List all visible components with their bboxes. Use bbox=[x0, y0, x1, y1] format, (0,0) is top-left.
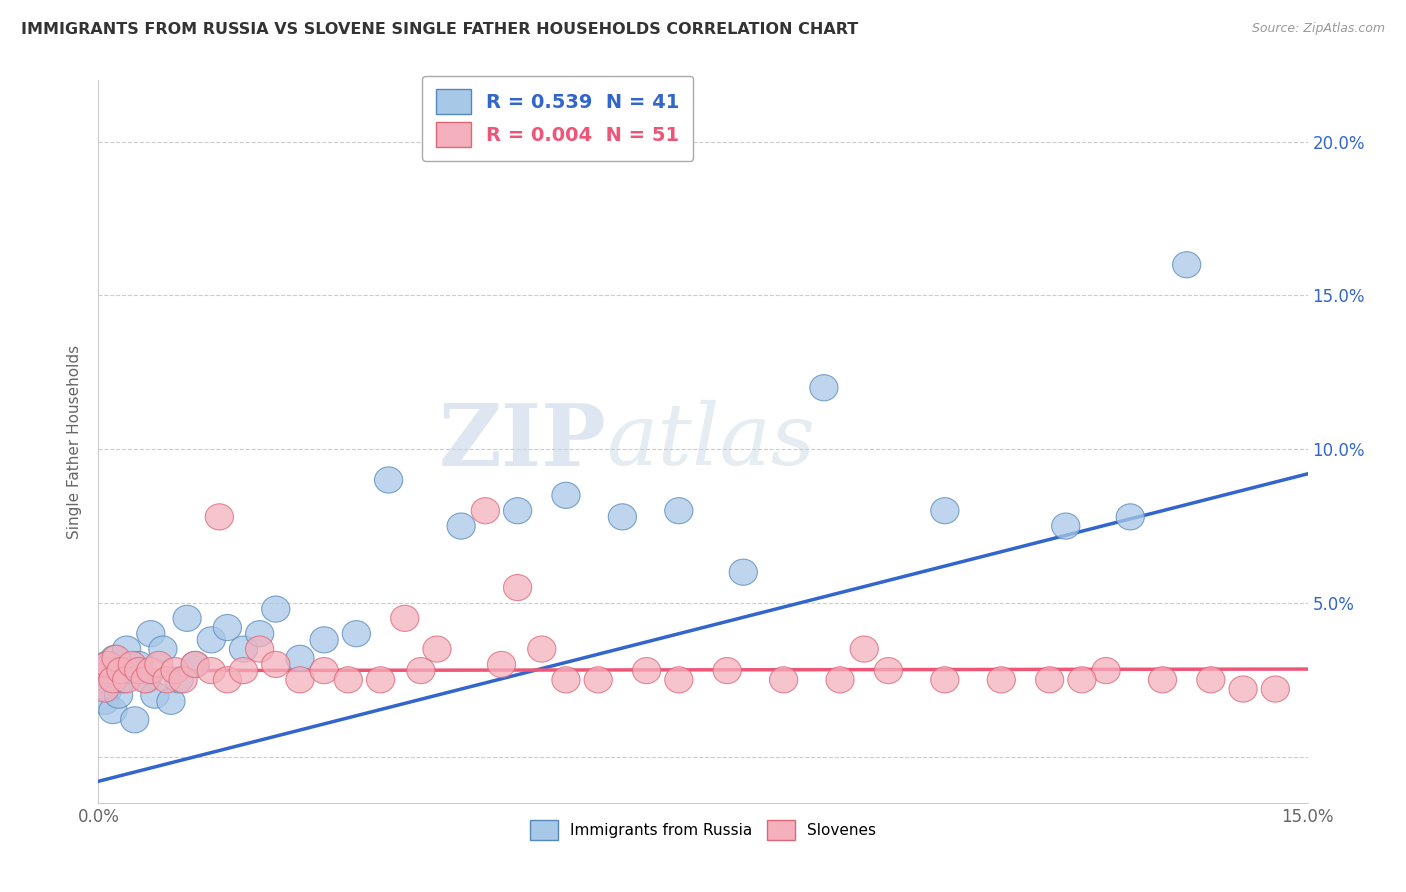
Ellipse shape bbox=[181, 651, 209, 678]
Ellipse shape bbox=[246, 621, 274, 647]
Ellipse shape bbox=[810, 375, 838, 401]
Ellipse shape bbox=[173, 606, 201, 632]
Ellipse shape bbox=[1092, 657, 1121, 683]
Ellipse shape bbox=[1173, 252, 1201, 277]
Ellipse shape bbox=[165, 666, 193, 693]
Ellipse shape bbox=[665, 498, 693, 524]
Y-axis label: Single Father Households: Single Father Households bbox=[67, 344, 83, 539]
Ellipse shape bbox=[98, 698, 127, 723]
Ellipse shape bbox=[131, 666, 159, 693]
Ellipse shape bbox=[121, 706, 149, 733]
Ellipse shape bbox=[229, 636, 257, 662]
Ellipse shape bbox=[197, 627, 225, 653]
Ellipse shape bbox=[125, 657, 153, 683]
Ellipse shape bbox=[97, 657, 125, 683]
Ellipse shape bbox=[169, 666, 197, 693]
Ellipse shape bbox=[1035, 666, 1064, 693]
Ellipse shape bbox=[132, 666, 160, 693]
Ellipse shape bbox=[93, 651, 121, 678]
Ellipse shape bbox=[100, 645, 129, 672]
Ellipse shape bbox=[769, 666, 797, 693]
Text: Source: ZipAtlas.com: Source: ZipAtlas.com bbox=[1251, 22, 1385, 36]
Text: atlas: atlas bbox=[606, 401, 815, 483]
Ellipse shape bbox=[145, 651, 173, 678]
Text: ZIP: ZIP bbox=[439, 400, 606, 483]
Ellipse shape bbox=[125, 651, 153, 678]
Ellipse shape bbox=[583, 666, 613, 693]
Ellipse shape bbox=[285, 666, 314, 693]
Ellipse shape bbox=[851, 636, 879, 662]
Ellipse shape bbox=[825, 666, 855, 693]
Ellipse shape bbox=[246, 636, 274, 662]
Ellipse shape bbox=[713, 657, 741, 683]
Ellipse shape bbox=[205, 504, 233, 530]
Ellipse shape bbox=[335, 666, 363, 693]
Ellipse shape bbox=[931, 666, 959, 693]
Ellipse shape bbox=[730, 559, 758, 585]
Ellipse shape bbox=[1261, 676, 1289, 702]
Legend: Immigrants from Russia, Slovenes: Immigrants from Russia, Slovenes bbox=[524, 814, 882, 846]
Ellipse shape bbox=[987, 666, 1015, 693]
Ellipse shape bbox=[153, 666, 181, 693]
Ellipse shape bbox=[503, 498, 531, 524]
Ellipse shape bbox=[98, 666, 127, 693]
Ellipse shape bbox=[89, 657, 117, 683]
Ellipse shape bbox=[423, 636, 451, 662]
Ellipse shape bbox=[931, 498, 959, 524]
Ellipse shape bbox=[262, 596, 290, 623]
Ellipse shape bbox=[117, 657, 145, 683]
Ellipse shape bbox=[104, 682, 132, 708]
Ellipse shape bbox=[285, 645, 314, 672]
Ellipse shape bbox=[553, 666, 581, 693]
Ellipse shape bbox=[875, 657, 903, 683]
Ellipse shape bbox=[214, 666, 242, 693]
Ellipse shape bbox=[89, 666, 117, 693]
Ellipse shape bbox=[229, 657, 257, 683]
Ellipse shape bbox=[1052, 513, 1080, 539]
Ellipse shape bbox=[488, 651, 516, 678]
Ellipse shape bbox=[553, 483, 581, 508]
Ellipse shape bbox=[406, 657, 434, 683]
Ellipse shape bbox=[91, 676, 120, 702]
Ellipse shape bbox=[181, 651, 209, 678]
Ellipse shape bbox=[391, 606, 419, 632]
Ellipse shape bbox=[309, 657, 339, 683]
Ellipse shape bbox=[374, 467, 402, 493]
Ellipse shape bbox=[141, 682, 169, 708]
Text: IMMIGRANTS FROM RUSSIA VS SLOVENE SINGLE FATHER HOUSEHOLDS CORRELATION CHART: IMMIGRANTS FROM RUSSIA VS SLOVENE SINGLE… bbox=[21, 22, 858, 37]
Ellipse shape bbox=[471, 498, 499, 524]
Ellipse shape bbox=[214, 615, 242, 640]
Ellipse shape bbox=[447, 513, 475, 539]
Ellipse shape bbox=[112, 636, 141, 662]
Ellipse shape bbox=[136, 621, 165, 647]
Ellipse shape bbox=[633, 657, 661, 683]
Ellipse shape bbox=[309, 627, 339, 653]
Ellipse shape bbox=[1067, 666, 1097, 693]
Ellipse shape bbox=[197, 657, 225, 683]
Ellipse shape bbox=[112, 666, 141, 693]
Ellipse shape bbox=[1197, 666, 1225, 693]
Ellipse shape bbox=[262, 651, 290, 678]
Ellipse shape bbox=[1149, 666, 1177, 693]
Ellipse shape bbox=[94, 676, 122, 702]
Ellipse shape bbox=[108, 666, 136, 693]
Ellipse shape bbox=[157, 689, 186, 714]
Ellipse shape bbox=[527, 636, 555, 662]
Ellipse shape bbox=[367, 666, 395, 693]
Ellipse shape bbox=[118, 651, 146, 678]
Ellipse shape bbox=[136, 657, 165, 683]
Ellipse shape bbox=[665, 666, 693, 693]
Ellipse shape bbox=[609, 504, 637, 530]
Ellipse shape bbox=[1116, 504, 1144, 530]
Ellipse shape bbox=[503, 574, 531, 600]
Ellipse shape bbox=[91, 689, 120, 714]
Ellipse shape bbox=[1229, 676, 1257, 702]
Ellipse shape bbox=[107, 657, 135, 683]
Ellipse shape bbox=[342, 621, 371, 647]
Ellipse shape bbox=[103, 645, 131, 672]
Ellipse shape bbox=[94, 651, 122, 678]
Ellipse shape bbox=[149, 636, 177, 662]
Ellipse shape bbox=[160, 657, 188, 683]
